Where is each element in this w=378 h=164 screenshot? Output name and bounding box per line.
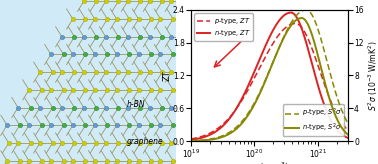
Text: h-BN: h-BN	[127, 101, 145, 109]
FancyBboxPatch shape	[0, 0, 176, 164]
Bar	[0, 0, 176, 12]
X-axis label: $n\ (\mathrm{cm}^{-3})$: $n\ (\mathrm{cm}^{-3})$	[251, 161, 288, 164]
Y-axis label: $S^2\sigma\ (10^{-3}\ \mathrm{W/mK}^2)$: $S^2\sigma\ (10^{-3}\ \mathrm{W/mK}^2)$	[366, 40, 378, 111]
Bar	[0, 65, 176, 83]
Bar	[0, 12, 176, 30]
Bar	[0, 101, 176, 118]
Bar	[0, 83, 176, 101]
Bar	[0, 118, 176, 136]
Y-axis label: ZT: ZT	[162, 70, 171, 81]
Bar	[0, 47, 176, 65]
Bar	[0, 154, 176, 164]
Bar	[0, 30, 176, 47]
Legend: $p$-type, $S^2\sigma$, $n$-type, $S^2\sigma$: $p$-type, $S^2\sigma$, $n$-type, $S^2\si…	[283, 104, 344, 136]
Text: graphene: graphene	[127, 137, 163, 145]
Bar	[0, 136, 176, 154]
